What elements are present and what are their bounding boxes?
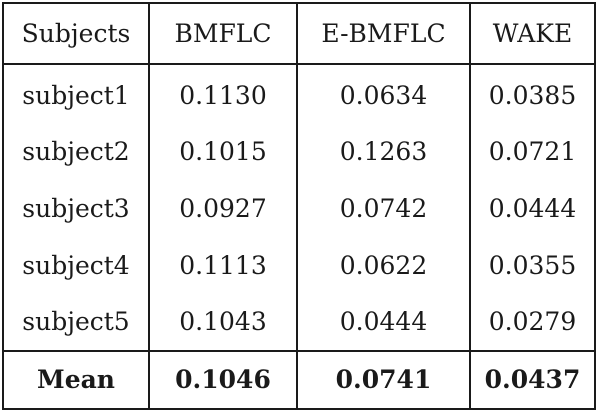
subject-cell: subject4 (2, 236, 150, 294)
e-bmflc-cell: 0.0634 (296, 64, 471, 124)
subject-cell: subject5 (2, 293, 150, 351)
wake-cell: 0.0279 (469, 293, 596, 351)
e-bmflc-cell: 0.0742 (296, 180, 471, 237)
subject-cell: subject1 (2, 64, 150, 124)
table-header: Subjects BMFLC E-BMFLC WAKE (2, 2, 596, 65)
header-row: Subjects BMFLC E-BMFLC WAKE (2, 2, 596, 65)
mean-e-bmflc: 0.0741 (296, 349, 471, 410)
table-row: subject5 0.1043 0.0444 0.0279 (2, 293, 596, 351)
table-row: subject2 0.1015 0.1263 0.0721 (2, 123, 596, 181)
bmflc-cell: 0.1130 (148, 64, 298, 124)
table-row: subject3 0.0927 0.0742 0.0444 (2, 180, 596, 237)
table-footer: Mean 0.1046 0.0741 0.0437 (2, 349, 596, 410)
e-bmflc-cell: 0.1263 (296, 123, 471, 181)
mean-label: Mean (2, 349, 150, 410)
table-body: subject1 0.1130 0.0634 0.0385 subject2 0… (2, 64, 596, 351)
e-bmflc-cell: 0.0622 (296, 236, 471, 294)
header-wake: WAKE (469, 2, 596, 65)
subject-cell: subject3 (2, 180, 150, 237)
bmflc-cell: 0.1113 (148, 236, 298, 294)
bmflc-cell: 0.0927 (148, 180, 298, 237)
mean-bmflc: 0.1046 (148, 349, 298, 410)
header-subjects: Subjects (2, 2, 150, 65)
header-e-bmflc: E-BMFLC (296, 2, 471, 65)
mean-wake: 0.0437 (469, 349, 596, 410)
table-row: subject4 0.1113 0.0622 0.0355 (2, 236, 596, 294)
bmflc-cell: 0.1015 (148, 123, 298, 181)
bmflc-cell: 0.1043 (148, 293, 298, 351)
wake-cell: 0.0385 (469, 64, 596, 124)
wake-cell: 0.0444 (469, 180, 596, 237)
header-bmflc: BMFLC (148, 2, 298, 65)
wake-cell: 0.0721 (469, 123, 596, 181)
e-bmflc-cell: 0.0444 (296, 293, 471, 351)
table-row: subject1 0.1130 0.0634 0.0385 (2, 64, 596, 124)
mean-row: Mean 0.1046 0.0741 0.0437 (2, 349, 596, 410)
wake-cell: 0.0355 (469, 236, 596, 294)
subject-cell: subject2 (2, 123, 150, 181)
